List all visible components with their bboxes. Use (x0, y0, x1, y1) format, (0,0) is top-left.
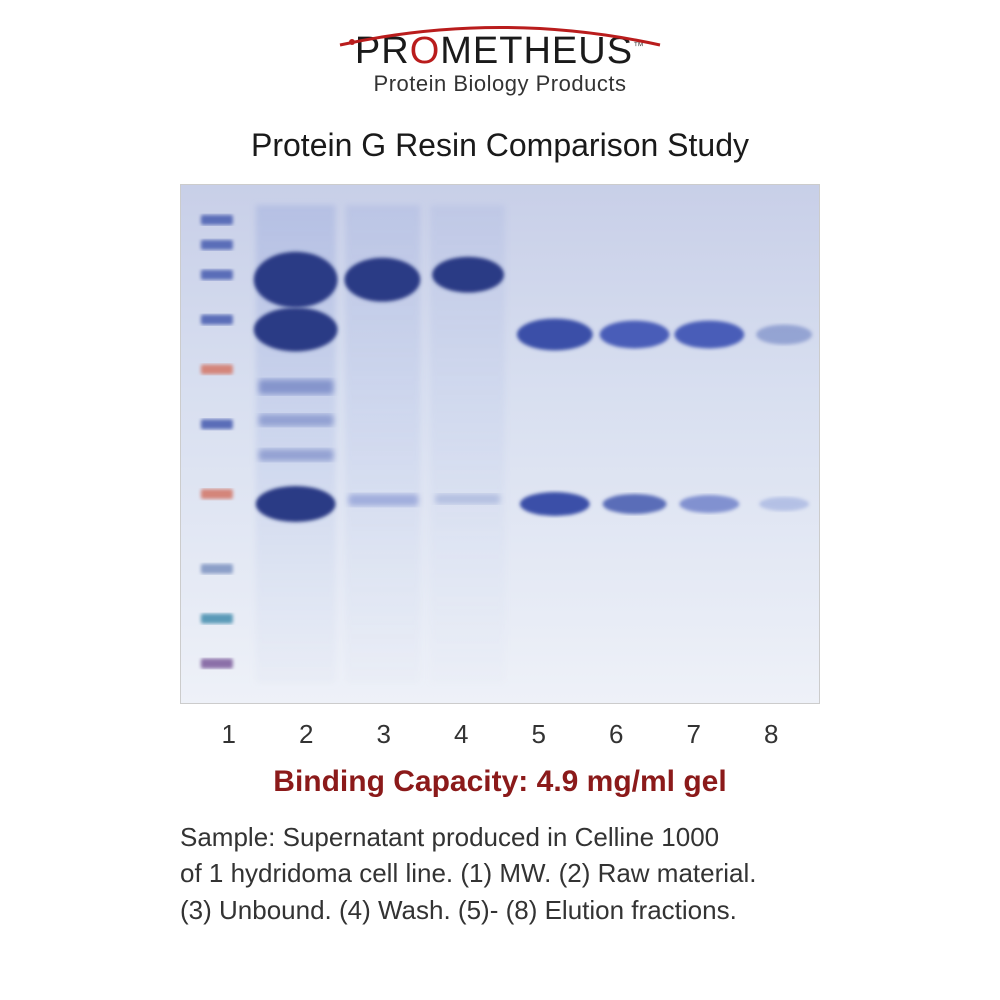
sample-line1: Sample: Supernatant produced in Celline … (180, 822, 719, 852)
lane-num-5: 5 (509, 719, 569, 750)
gel-image (180, 184, 820, 704)
lane-num-1: 1 (199, 719, 259, 750)
lane-num-8: 8 (741, 719, 801, 750)
binding-capacity: Binding Capacity: 4.9 mg/ml gel (273, 765, 726, 799)
gel-svg (181, 185, 819, 703)
lane-num-2: 2 (276, 719, 336, 750)
logo-arc (330, 20, 670, 50)
lane-num-3: 3 (354, 719, 414, 750)
lane-num-7: 7 (664, 719, 724, 750)
page-title: Protein G Resin Comparison Study (251, 127, 749, 164)
lane-num-4: 4 (431, 719, 491, 750)
logo-container: PROMETHEUS™ Protein Biology Products (330, 20, 670, 97)
lane-num-6: 6 (586, 719, 646, 750)
sample-line3: (3) Unbound. (4) Wash. (5)- (8) Elution … (180, 895, 737, 925)
sample-line2: of 1 hydridoma cell line. (1) MW. (2) Ra… (180, 858, 757, 888)
lane-numbers: 1 2 3 4 5 6 7 8 (180, 719, 820, 750)
sample-description: Sample: Supernatant produced in Celline … (180, 819, 820, 928)
logo-subtitle: Protein Biology Products (374, 71, 627, 97)
